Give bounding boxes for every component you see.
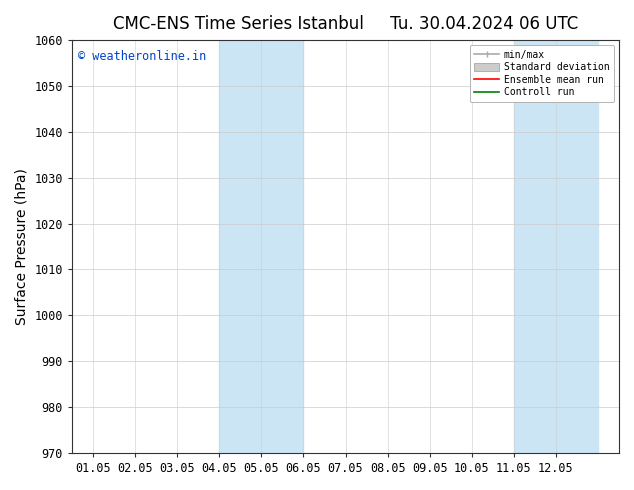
Text: © weatheronline.in: © weatheronline.in [77, 50, 206, 63]
Bar [514, 40, 598, 453]
Bar [219, 40, 304, 453]
Title: CMC-ENS Time Series Istanbul     Tu. 30.04.2024 06 UTC: CMC-ENS Time Series Istanbul Tu. 30.04.2… [113, 15, 578, 33]
Legend: min/max, Standard deviation, Ensemble mean run, Controll run: min/max, Standard deviation, Ensemble me… [470, 45, 614, 102]
Y-axis label: Surface Pressure (hPa): Surface Pressure (hPa) [15, 168, 29, 325]
